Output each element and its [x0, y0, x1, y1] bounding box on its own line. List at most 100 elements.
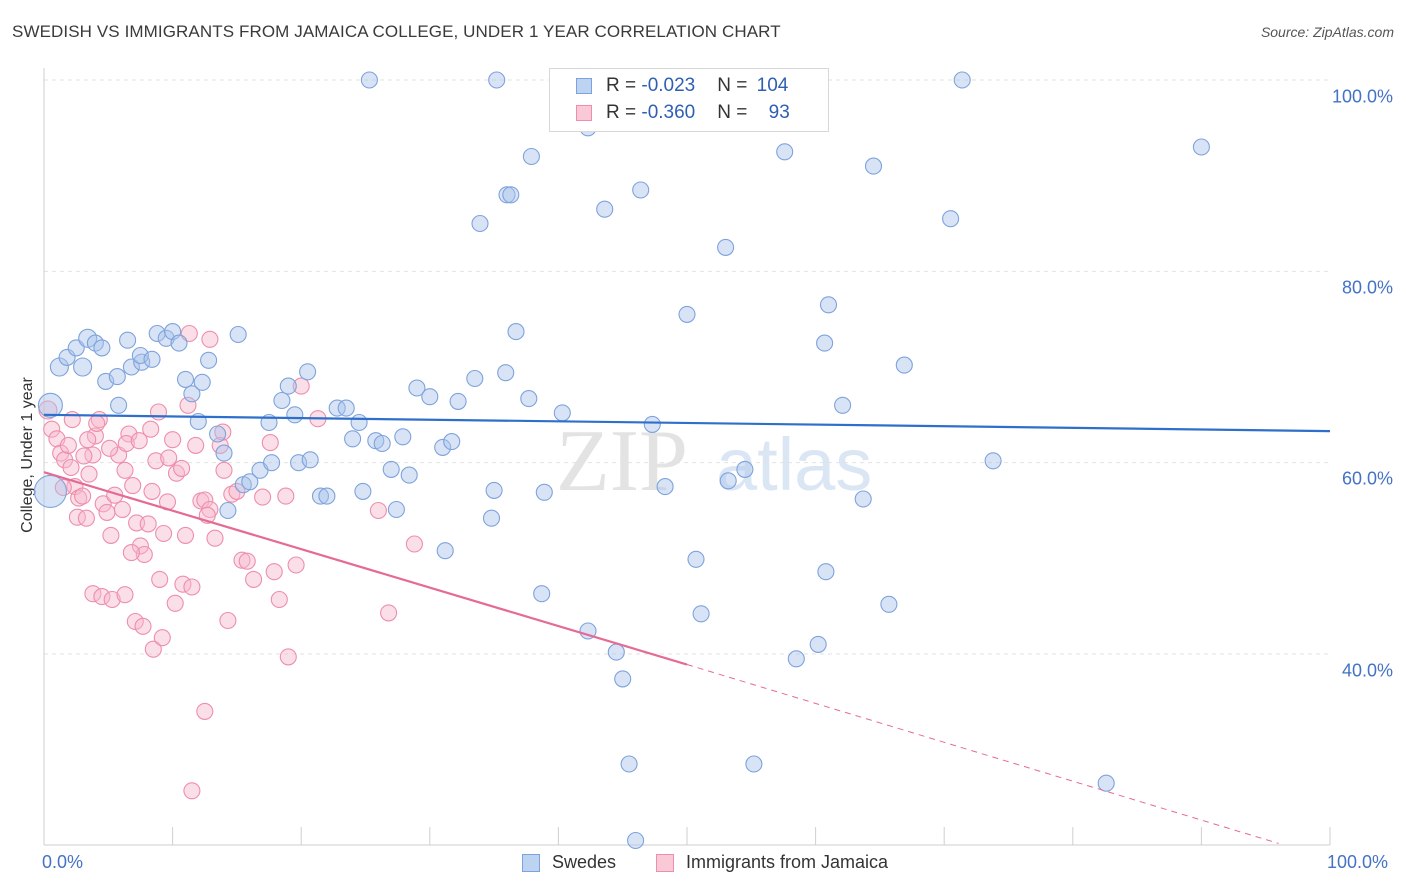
jamaica-point: [63, 411, 81, 429]
swedes-point: [471, 214, 489, 233]
swedes-point: [73, 357, 93, 377]
swedes-point: [387, 500, 405, 519]
legend-row-jamaica: R = -0.360 N = 93: [576, 100, 790, 126]
swedes-point: [108, 368, 126, 386]
chart-title: SWEDISH VS IMMIGRANTS FROM JAMAICA COLLE…: [12, 22, 781, 41]
swedes-point: [482, 509, 501, 527]
r-value: -0.023: [641, 75, 696, 96]
swedes-point: [719, 472, 737, 490]
swedes-point: [497, 364, 515, 382]
jamaica-point: [68, 508, 86, 526]
swedes-point: [745, 755, 763, 773]
swedes-point: [382, 460, 400, 478]
jamaica-point: [59, 436, 77, 454]
swedes-point: [170, 334, 188, 352]
swedes-point: [122, 358, 140, 376]
jamaica-point: [130, 432, 148, 450]
swedes-point: [488, 71, 506, 89]
r-label: R =: [606, 75, 642, 96]
jamaica-point: [183, 782, 201, 800]
swedes-point: [299, 363, 317, 381]
jamaica-point: [77, 509, 95, 527]
swedes-point: [678, 305, 696, 323]
jamaica-point: [155, 524, 173, 543]
swedes-point: [311, 487, 330, 505]
swedes-point: [209, 425, 227, 443]
jamaica-point: [101, 439, 119, 457]
swedes-point: [656, 478, 674, 496]
jamaica-point: [254, 488, 272, 506]
swedes-point: [229, 325, 247, 344]
jamaica-point: [86, 427, 104, 445]
swedes-point: [953, 71, 971, 89]
swedes-point: [350, 413, 368, 432]
axes: [43, 68, 1331, 846]
swedes-point: [984, 452, 1002, 470]
jamaica-point: [173, 459, 191, 477]
jamaica-point: [103, 590, 121, 609]
swedes-point: [854, 490, 872, 508]
swedes-point: [643, 415, 661, 433]
jamaica-trend-line: [43, 471, 688, 666]
y-tick-label: 100.0%: [1331, 86, 1393, 107]
jamaica-point: [135, 545, 153, 564]
swedes-point: [880, 595, 898, 613]
jamaica-point: [164, 431, 182, 449]
swedes-point: [373, 434, 391, 453]
r-label: R =: [606, 102, 642, 123]
series-immigrants-from-jamaica: [38, 324, 423, 800]
jamaica-swatch: [656, 853, 674, 872]
swedes-point: [436, 542, 454, 560]
swedes-point: [620, 755, 638, 773]
legend-label: Immigrants from Jamaica: [686, 852, 889, 872]
n-label: N =: [717, 75, 753, 96]
swedes-point: [596, 200, 614, 218]
swedes-point: [200, 351, 218, 369]
jamaica-point: [62, 458, 80, 477]
jamaica-point: [143, 482, 161, 500]
legend-label: Swedes: [552, 852, 617, 872]
jamaica-point: [219, 611, 237, 630]
jamaica-point: [160, 449, 178, 467]
jamaica-point: [79, 431, 97, 449]
jamaica-point: [292, 377, 310, 395]
swedes-point: [809, 635, 827, 653]
swedes-point: [360, 71, 378, 89]
jamaica-point: [201, 330, 219, 348]
jamaica-point: [131, 537, 149, 555]
jamaica-point: [116, 586, 134, 604]
x-tick-label-right: 100.0%: [1327, 852, 1389, 872]
jamaica-point: [43, 420, 61, 438]
jamaica-point: [75, 447, 93, 465]
jamaica-point: [94, 495, 112, 513]
jamaica-point: [93, 588, 111, 606]
jamaica-point: [187, 436, 205, 454]
swedes-point: [37, 392, 63, 418]
jamaica-point: [142, 420, 160, 438]
jamaica-point: [215, 461, 233, 479]
swedes-point: [93, 339, 111, 357]
swedes-point: [215, 444, 233, 462]
jamaica-point: [369, 501, 387, 520]
swedes-point: [193, 373, 211, 391]
r-value: -0.360: [641, 102, 696, 123]
jamaica-point: [228, 482, 246, 500]
swedes-point: [864, 157, 883, 175]
jamaica-point: [153, 629, 171, 647]
swedes-point: [632, 181, 650, 199]
swedes-point: [819, 296, 838, 314]
swedes-point: [787, 650, 805, 668]
swedes-point: [607, 643, 625, 661]
swedes-point: [263, 454, 281, 472]
swedes-point: [533, 585, 551, 603]
jamaica-point: [405, 535, 423, 553]
swedes-point: [614, 670, 632, 688]
swedes-point: [520, 390, 538, 408]
jamaica-point: [84, 446, 102, 464]
x-tick-label-left: 0.0%: [42, 852, 84, 872]
legend-row-swedes: R = -0.023 N = 104: [576, 73, 788, 99]
swedes-point: [466, 369, 484, 388]
jamaica-point: [233, 551, 251, 569]
jamaica-point: [206, 529, 224, 547]
